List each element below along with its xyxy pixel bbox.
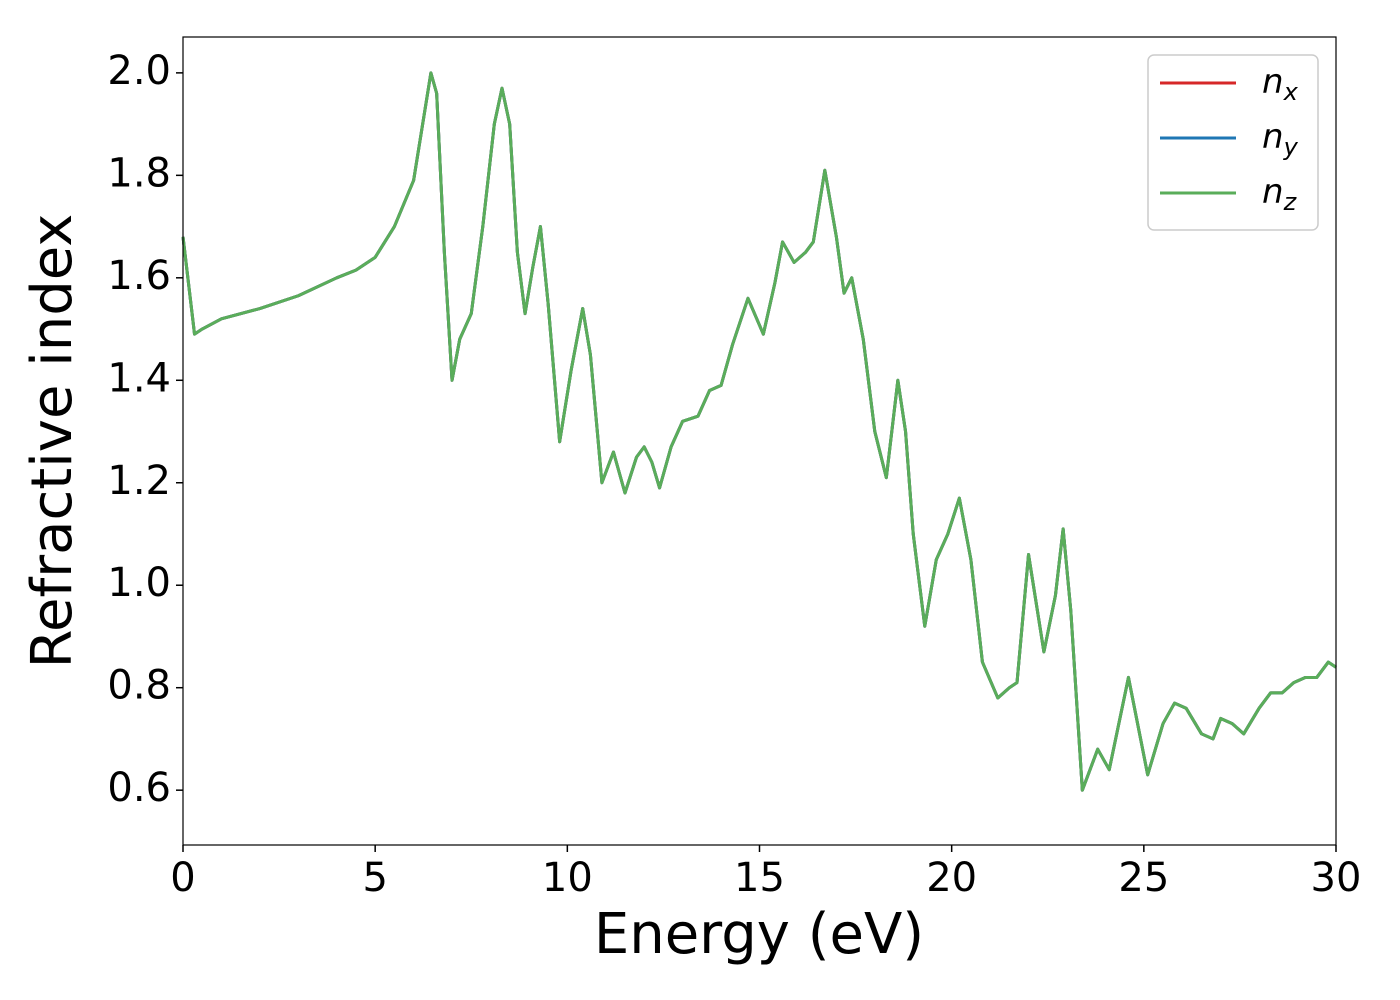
plot-frame (182, 36, 1337, 846)
legend-label: nz (1262, 172, 1298, 217)
x-tick-label: 30 (1311, 855, 1362, 901)
x-tick-label: 10 (542, 855, 593, 901)
x-axis-label: Energy (eV) (594, 902, 924, 967)
x-tick-label: 0 (170, 855, 195, 901)
y-tick-label: 1.4 (107, 355, 171, 401)
y-tick-label: 1.6 (107, 253, 171, 299)
y-tick-label: 1.2 (107, 458, 171, 504)
legend-label: nx (1262, 62, 1299, 107)
y-tick-label: 0.6 (107, 765, 171, 811)
x-tick-label: 20 (926, 855, 977, 901)
legend-label: ny (1262, 117, 1299, 162)
y-tick-label: 2.0 (107, 48, 171, 94)
y-tick-label: 0.8 (107, 663, 171, 709)
x-tick-label: 15 (734, 855, 785, 901)
y-axis-label: Refractive index (20, 214, 85, 669)
legend-box (1147, 54, 1319, 231)
x-tick-label: 25 (1118, 855, 1169, 901)
data-line (181, 71, 1337, 792)
y-tick-label: 1.0 (107, 560, 171, 606)
x-tick-label: 5 (362, 855, 387, 901)
y-tick-label: 1.8 (107, 150, 171, 196)
